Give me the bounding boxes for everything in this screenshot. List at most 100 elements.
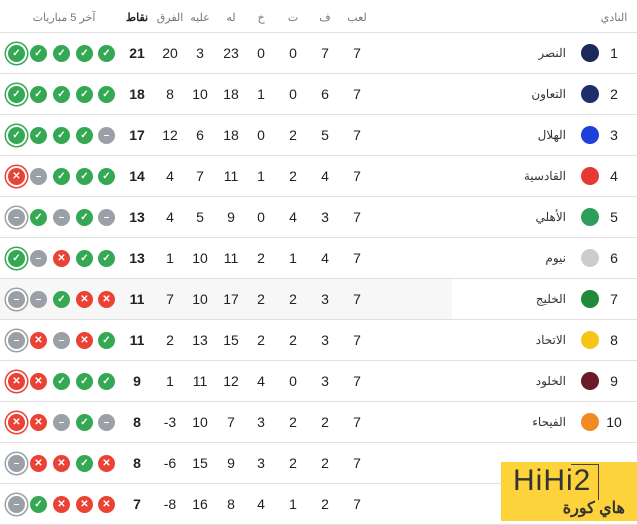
stat-gf: 11 [223,250,239,266]
team-name[interactable]: الهلال [537,128,566,142]
form-draw-icon[interactable]: – [6,453,27,474]
form-win-icon[interactable]: ✓ [98,45,115,62]
form-win-icon[interactable]: ✓ [30,45,47,62]
form-win-icon[interactable]: ✓ [76,86,93,103]
form-win-icon[interactable]: ✓ [30,496,47,513]
table-row[interactable]: 5 الأهلي 7 3 4 0 9 5 4 13– ✓ – ✓ – [0,197,637,238]
form-win-icon[interactable]: ✓ [76,373,93,390]
stat-ga: 10 [192,250,208,266]
table-row[interactable]: 6 نيوم 7 4 1 2 11 10 1 13 ✓ – ✕ ✓ ✓ [0,238,637,279]
form-win-icon[interactable]: ✓ [98,250,115,267]
form-win-icon[interactable]: ✓ [76,127,93,144]
stat-p: 7 [353,373,361,389]
form-win-icon[interactable]: ✓ [6,125,27,146]
table-row[interactable]: 1 النصر 7 7 0 0 23 3 20 21 ✓ ✓ ✓ ✓ ✓ [0,33,637,74]
rank: 4 [610,168,618,184]
stat-p: 7 [353,209,361,225]
team-name[interactable]: الخلود [535,374,566,388]
table-row[interactable]: 2 التعاون 7 6 0 1 18 10 8 18 ✓ ✓ ✓ ✓ ✓ [0,74,637,115]
form-win-icon[interactable]: ✓ [98,332,115,349]
stat-ga: 10 [192,86,208,102]
form-loss-icon[interactable]: ✕ [30,414,47,431]
stat-w: 2 [321,455,329,471]
stat-p: 7 [353,455,361,471]
team-name[interactable]: الفيحاء [532,415,566,429]
form-win-icon[interactable]: ✓ [6,84,27,105]
form-draw-icon[interactable]: – [53,332,70,349]
stat-pts: 8 [133,455,141,471]
form-loss-icon[interactable]: ✕ [30,332,47,349]
form-draw-icon[interactable]: – [98,414,115,431]
form-loss-icon[interactable]: ✕ [30,373,47,390]
form-win-icon[interactable]: ✓ [53,127,70,144]
form-loss-icon[interactable]: ✕ [98,291,115,308]
table-row[interactable]: 8 الاتحاد 7 3 2 2 15 13 2 11– ✕ – ✕ ✓ [0,320,637,361]
table-row[interactable]: 3 الهلال 7 5 2 0 18 6 12 17 ✓ ✓ ✓ ✓ – [0,115,637,156]
stat-pts: 14 [129,168,145,184]
table-row[interactable]: 4 القادسية 7 4 2 1 11 7 4 14 ✕ – ✓ ✓ ✓ [0,156,637,197]
stat-p: 7 [353,332,361,348]
team-name[interactable]: التعاون [531,87,566,101]
form-win-icon[interactable]: ✓ [76,168,93,185]
form-win-icon[interactable]: ✓ [53,373,70,390]
form-win-icon[interactable]: ✓ [30,209,47,226]
form-win-icon[interactable]: ✓ [53,45,70,62]
form-draw-icon[interactable]: – [98,209,115,226]
form-loss-icon[interactable]: ✕ [6,371,27,392]
form-draw-icon[interactable]: – [53,209,70,226]
form-draw-icon[interactable]: – [6,494,27,515]
form-loss-icon[interactable]: ✕ [53,250,70,267]
form-win-icon[interactable]: ✓ [76,45,93,62]
form-loss-icon[interactable]: ✕ [98,496,115,513]
form-loss-icon[interactable]: ✕ [6,166,27,187]
table-row[interactable]: 9 الخلود 7 3 0 4 12 11 1 9 ✕ ✕ ✓ ✓ ✓ [0,361,637,402]
form-win-icon[interactable]: ✓ [98,373,115,390]
stat-ga: 10 [192,291,208,307]
form-loss-icon[interactable]: ✕ [30,455,47,472]
form-win-icon[interactable]: ✓ [76,414,93,431]
team-logo-icon [581,331,599,349]
form-loss-icon[interactable]: ✕ [98,455,115,472]
form-win-icon[interactable]: ✓ [6,43,27,64]
stat-w: 2 [321,414,329,430]
form-loss-icon[interactable]: ✕ [76,496,93,513]
form-loss-icon[interactable]: ✕ [53,496,70,513]
form-win-icon[interactable]: ✓ [98,86,115,103]
form-draw-icon[interactable]: – [53,414,70,431]
form-win-icon[interactable]: ✓ [6,248,27,269]
stat-gd: 2 [166,332,174,348]
team-name[interactable]: نيوم [545,251,566,265]
form-win-icon[interactable]: ✓ [76,455,93,472]
form-draw-icon[interactable]: – [30,250,47,267]
form-win-icon[interactable]: ✓ [53,86,70,103]
team-name[interactable]: الاتحاد [535,333,566,347]
form-draw-icon[interactable]: – [6,330,27,351]
table-row[interactable]: 7 الخليج 7 3 2 2 17 10 7 11– – ✓ ✕ ✕ [0,279,637,320]
form-loss-icon[interactable]: ✕ [53,455,70,472]
form-draw-icon[interactable]: – [30,168,47,185]
team-name[interactable]: القادسية [523,169,566,183]
form-draw-icon[interactable]: – [6,289,27,310]
watermark-logo: HiHi2 هاي كورة [501,462,637,521]
form-draw-icon[interactable]: – [6,207,27,228]
table-row[interactable]: 7 2 2 3 9 15 -6 8– ✕ ✕ ✓ ✕ [0,443,637,484]
team-name[interactable]: الأهلي [535,210,566,224]
form-win-icon[interactable]: ✓ [30,86,47,103]
stat-pts: 17 [129,127,145,143]
stat-d: 0 [289,45,297,61]
team-name[interactable]: النصر [538,46,566,60]
form-loss-icon[interactable]: ✕ [76,291,93,308]
form-win-icon[interactable]: ✓ [30,127,47,144]
form-win-icon[interactable]: ✓ [53,291,70,308]
form-win-icon[interactable]: ✓ [76,250,93,267]
table-row[interactable]: 10 الفيحاء 7 2 2 3 7 10 -3 8 ✕ ✕ – ✓ – [0,402,637,443]
form-loss-icon[interactable]: ✕ [76,332,93,349]
form-win-icon[interactable]: ✓ [53,168,70,185]
form-draw-icon[interactable]: – [30,291,47,308]
stat-pts: 21 [129,45,145,61]
form-draw-icon[interactable]: – [98,127,115,144]
form-win-icon[interactable]: ✓ [98,168,115,185]
form-loss-icon[interactable]: ✕ [6,412,27,433]
form-win-icon[interactable]: ✓ [76,209,93,226]
team-name[interactable]: الخليج [535,292,566,306]
